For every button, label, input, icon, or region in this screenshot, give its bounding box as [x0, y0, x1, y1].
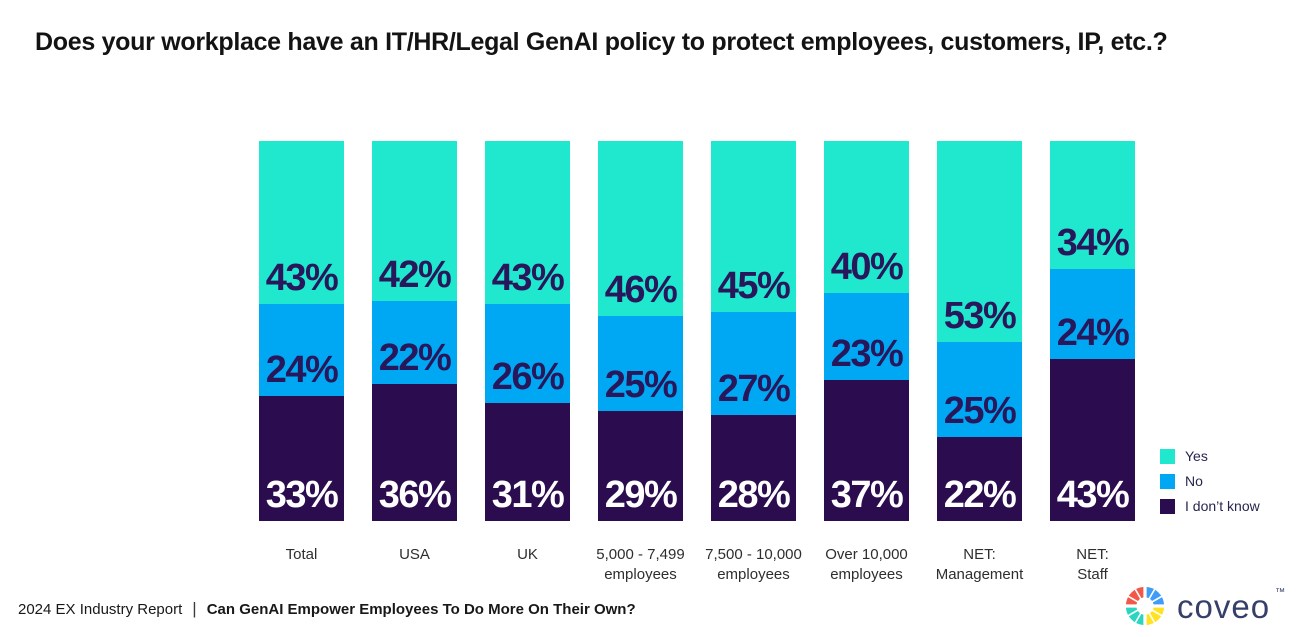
legend-item: Yes [1160, 448, 1260, 464]
legend-label: Yes [1185, 448, 1208, 464]
bar-segment: 43% [485, 141, 570, 305]
segment-value-label: 36% [378, 473, 452, 516]
coveo-logo-icon [1122, 583, 1168, 629]
legend-item: No [1160, 473, 1260, 489]
bar-segment: 29% [598, 410, 683, 521]
segment-value-label: 45% [717, 265, 791, 307]
stacked-bar: 42% 22% 36% [372, 141, 457, 521]
bar-segment: 27% [711, 312, 796, 415]
stacked-bar: 43% 26% 31% [485, 141, 570, 521]
stacked-bar: 53% 25% 22% [937, 141, 1022, 521]
footer-report-name: 2024 EX Industry Report [18, 600, 183, 618]
segment-value-label: 24% [265, 348, 339, 391]
bar-segment: 22% [372, 300, 457, 385]
bar-segment: 37% [824, 380, 909, 521]
bar-column: 53% 25% 22% NET: Management [923, 141, 1036, 584]
bar-segment: 36% [372, 384, 457, 521]
x-axis-label: USA [399, 546, 430, 563]
bar-segment: 46% [598, 141, 683, 316]
legend: Yes No I don’t know [1160, 448, 1260, 514]
segment-value-label: 40% [830, 246, 904, 288]
bar-segment: 40% [824, 141, 909, 293]
segment-value-label: 26% [491, 356, 565, 399]
bar-segment: 28% [711, 414, 796, 521]
stacked-bar: 40% 23% 37% [824, 141, 909, 521]
bar-segment: 22% [937, 437, 1022, 521]
bar-segment: 25% [937, 342, 1022, 438]
bar-column: 34% 24% 43% NET: Staff [1036, 141, 1149, 584]
segment-value-label: 34% [1056, 221, 1130, 264]
bar-segment: 34% [1050, 141, 1135, 269]
trademark-symbol: ™ [1275, 587, 1286, 598]
bar-segment: 45% [711, 141, 796, 312]
footer-headline: Can GenAI Empower Employees To Do More O… [206, 600, 636, 618]
legend-swatch [1160, 448, 1175, 464]
segment-value-label: 25% [943, 390, 1017, 433]
bar-segment: 43% [1050, 359, 1135, 521]
chart-title: Does your workplace have an IT/HR/Legal … [35, 28, 1168, 56]
coveo-logo: coveo ™ [1122, 583, 1285, 629]
bar-column: 45% 27% 28% 7,500 - 10,000 employees [697, 141, 810, 584]
bar-column: 43% 26% 31% UK [471, 141, 584, 584]
segment-value-label: 43% [265, 257, 339, 300]
x-axis-label: Over 10,000 employees [825, 546, 908, 583]
x-axis-label: 7,500 - 10,000 employees [705, 546, 802, 583]
legend-item: I don’t know [1160, 498, 1260, 514]
bar-column: 42% 22% 36% USA [358, 141, 471, 584]
bar-segment: 31% [485, 403, 570, 521]
x-axis-label: NET: Management [935, 546, 1024, 583]
segment-value-label: 24% [1056, 312, 1130, 355]
segment-value-label: 33% [265, 474, 339, 517]
bar-segment: 24% [1050, 268, 1135, 360]
bar-column: 46% 25% 29% 5,000 - 7,499 employees [584, 141, 697, 584]
stacked-bar: 43% 24% 33% [259, 141, 344, 522]
segment-value-label: 46% [604, 268, 678, 311]
segment-value-label: 37% [830, 474, 904, 516]
bar-segment: 23% [824, 293, 909, 381]
segment-value-label: 42% [378, 253, 452, 296]
legend-swatch [1160, 473, 1175, 489]
footer-separator: | [192, 599, 197, 618]
footer: 2024 EX Industry Report | Can GenAI Empo… [18, 599, 636, 619]
x-axis-label: Total [285, 546, 318, 563]
logo-petal-yellow [1144, 605, 1165, 626]
segment-value-label: 43% [1056, 474, 1130, 516]
segment-value-label: 22% [943, 474, 1017, 516]
bar-segment: 53% [937, 141, 1022, 343]
legend-label: No [1185, 473, 1203, 489]
segment-value-label: 28% [717, 474, 791, 516]
logo-petal-teal [1125, 605, 1146, 626]
x-axis-label: UK [517, 546, 538, 563]
bar-segment: 43% [259, 141, 344, 305]
segment-value-label: 31% [491, 474, 565, 516]
bar-segment: 26% [485, 304, 570, 404]
coveo-logo-text: coveo [1177, 587, 1271, 625]
stacked-bar: 45% 27% 28% [711, 141, 796, 521]
logo-petal-red [1125, 586, 1146, 607]
bar-segment: 42% [372, 141, 457, 301]
segment-value-label: 29% [604, 474, 678, 516]
segment-value-label: 53% [943, 295, 1017, 338]
bar-segment: 24% [259, 304, 344, 396]
stacked-bar: 34% 24% 43% [1050, 141, 1135, 521]
legend-swatch [1160, 498, 1175, 514]
legend-label: I don’t know [1185, 498, 1260, 514]
segment-value-label: 43% [491, 257, 565, 300]
chart: 43% 24% 33% Total 42% 22% 36% USA 43% 26% 31% UK 46%… [245, 141, 1149, 584]
bar-column: 43% 24% 33% Total [245, 141, 358, 584]
x-axis-label: NET: Staff [1076, 546, 1109, 583]
segment-value-label: 23% [830, 333, 904, 376]
bar-segment: 33% [259, 395, 344, 522]
segment-value-label: 25% [604, 363, 678, 406]
segment-value-label: 22% [378, 337, 452, 380]
segment-value-label: 27% [717, 367, 791, 410]
logo-petal-blue [1144, 586, 1165, 607]
stacked-bar: 46% 25% 29% [598, 141, 683, 521]
bar-segment: 25% [598, 315, 683, 411]
x-axis-label: 5,000 - 7,499 employees [596, 546, 685, 583]
bar-column: 40% 23% 37% Over 10,000 employees [810, 141, 923, 584]
